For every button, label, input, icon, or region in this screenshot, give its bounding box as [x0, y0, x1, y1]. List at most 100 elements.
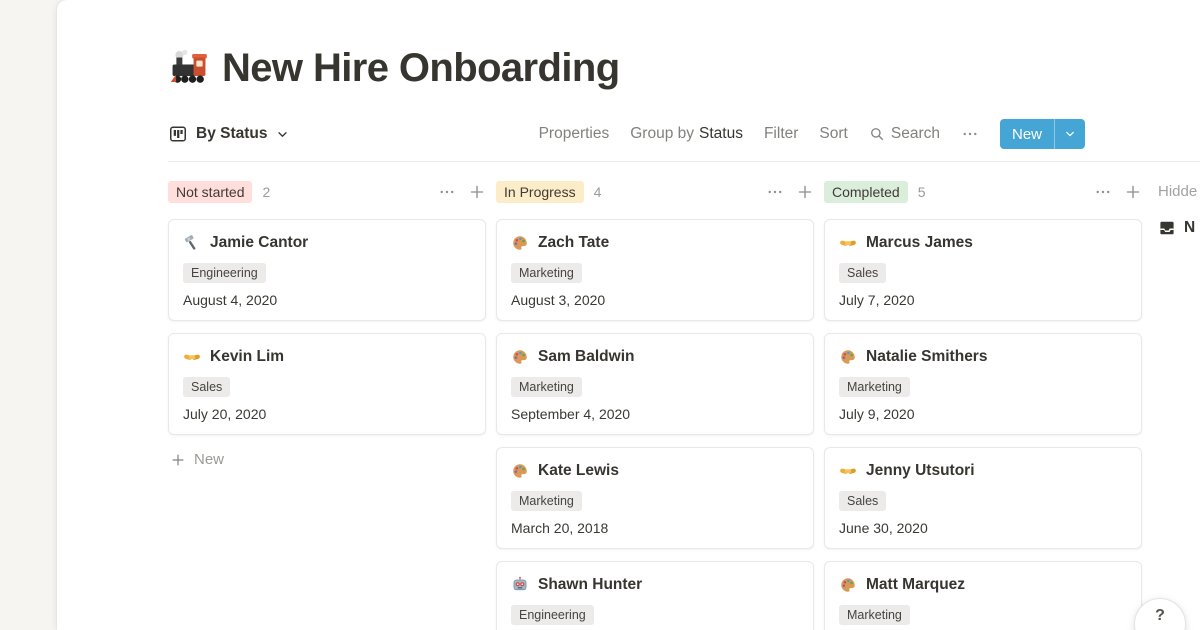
board-column: In Progress 4 Zach Tate Marketing August 3, …	[496, 179, 814, 630]
palette-icon	[839, 348, 857, 366]
column-count: 2	[262, 184, 271, 200]
view-toolbar: By Status Properties Group by Status Fil…	[168, 118, 1085, 150]
search-button[interactable]: Search	[869, 125, 940, 143]
column-add-icon[interactable]	[1124, 183, 1142, 201]
handshake-icon	[839, 462, 857, 480]
group-by-value: Status	[699, 125, 743, 142]
card-start-date: August 4, 2020	[183, 292, 278, 308]
column-new-card-button[interactable]: New	[168, 447, 486, 472]
filter-button[interactable]: Filter	[763, 125, 799, 142]
new-card-label: New	[194, 451, 225, 468]
card-name-text: Kate Lewis	[538, 462, 619, 479]
properties-button[interactable]: Properties	[538, 125, 610, 142]
search-icon	[869, 126, 885, 142]
card-title-row: Marcus James	[839, 232, 1127, 254]
card-title-row: Matt Marquez	[839, 574, 1127, 596]
palette-icon	[511, 462, 529, 480]
board: Not started 2 Jamie Cantor Engineering Augus…	[168, 179, 1200, 630]
card-department-tag: Sales	[183, 377, 231, 397]
card-title-row: Zach Tate	[511, 232, 799, 254]
new-button-dropdown[interactable]	[1055, 119, 1085, 149]
board-card[interactable]: Sam Baldwin Marketing September 4, 2020	[496, 333, 814, 435]
board-card[interactable]: Jenny Utsutori Sales June 30, 2020	[824, 447, 1142, 549]
card-name-text: Sam Baldwin	[538, 348, 635, 365]
group-by-label: Group by	[630, 125, 695, 142]
column-more-icon[interactable]	[766, 183, 784, 201]
board-columns: Not started 2 Jamie Cantor Engineering Augus…	[168, 179, 1152, 630]
handshake-icon	[183, 348, 201, 366]
board-card[interactable]: Natalie Smithers Marketing July 9, 2020	[824, 333, 1142, 435]
search-label: Search	[890, 125, 940, 142]
column-status-badge: Not started	[168, 181, 253, 203]
card-name-text: Matt Marquez	[866, 576, 966, 593]
column-add-icon[interactable]	[468, 183, 486, 201]
page-canvas: New Hire Onboarding By Status Properties…	[57, 0, 1200, 630]
board-card[interactable]: Shawn Hunter Engineering	[496, 561, 814, 630]
board-card[interactable]: Kate Lewis Marketing March 20, 2018	[496, 447, 814, 549]
new-button[interactable]: New	[1011, 125, 1042, 143]
page-title: New Hire Onboarding	[222, 46, 620, 90]
card-start-date: June 30, 2020	[839, 520, 928, 536]
card-department-tag: Marketing	[511, 263, 582, 283]
column-more-icon[interactable]	[1094, 183, 1112, 201]
chevron-down-icon	[276, 128, 289, 141]
card-name-text: Shawn Hunter	[538, 576, 643, 593]
card-start-date: July 9, 2020	[839, 406, 915, 422]
board-card[interactable]: Jamie Cantor Engineering August 4, 2020	[168, 219, 486, 321]
hidden-columns-section: Hidde N	[1158, 179, 1200, 630]
column-count: 4	[593, 184, 602, 200]
column-header: Not started 2	[168, 179, 486, 205]
column-status-badge: Completed	[824, 181, 908, 203]
new-button-divider	[1054, 119, 1055, 149]
sort-button[interactable]: Sort	[819, 125, 848, 142]
board-card[interactable]: Marcus James Sales July 7, 2020	[824, 219, 1142, 321]
card-department-tag: Marketing	[839, 377, 910, 397]
column-more-icon[interactable]	[438, 183, 456, 201]
more-options-icon[interactable]	[961, 125, 979, 143]
card-start-date: August 3, 2020	[511, 292, 606, 308]
group-by-button[interactable]: Group by Status	[630, 125, 743, 143]
board-card[interactable]: Matt Marquez Marketing	[824, 561, 1142, 630]
card-name-text: Marcus James	[866, 234, 973, 251]
hidden-group[interactable]: N	[1158, 219, 1200, 237]
page-header: New Hire Onboarding	[168, 44, 1200, 92]
card-department-tag: Sales	[839, 491, 887, 511]
board-card[interactable]: Kevin Lim Sales July 20, 2020	[168, 333, 486, 435]
card-department-tag: Engineering	[183, 263, 266, 283]
card-title-row: Kate Lewis	[511, 460, 799, 482]
hidden-group-label: N	[1184, 219, 1196, 236]
board-card[interactable]: Zach Tate Marketing August 3, 2020	[496, 219, 814, 321]
card-title-row: Kevin Lim	[183, 346, 471, 368]
card-start-date: September 4, 2020	[511, 406, 631, 422]
plus-icon	[170, 452, 186, 468]
chevron-down-icon	[1064, 128, 1076, 140]
card-name-text: Zach Tate	[538, 234, 610, 251]
card-title-row: Sam Baldwin	[511, 346, 799, 368]
card-name-text: Natalie Smithers	[866, 348, 988, 365]
card-name-text: Kevin Lim	[210, 348, 285, 365]
toolbar-actions: Properties Group by Status Filter Sort S…	[539, 119, 1085, 149]
card-start-date: March 20, 2018	[511, 520, 609, 536]
robot-icon	[511, 576, 529, 594]
card-title-row: Jamie Cantor	[183, 232, 471, 254]
palette-icon	[839, 576, 857, 594]
hammer-icon	[183, 234, 201, 252]
column-header: In Progress 4	[496, 179, 814, 205]
column-count: 5	[917, 184, 926, 200]
new-button-group: New	[999, 119, 1085, 149]
toolbar-divider	[168, 161, 1200, 162]
column-add-icon[interactable]	[796, 183, 814, 201]
view-switcher[interactable]: By Status	[168, 124, 289, 144]
card-department-tag: Marketing	[511, 491, 582, 511]
inbox-icon	[1158, 219, 1176, 237]
card-title-row: Shawn Hunter	[511, 574, 799, 596]
card-name-text: Jamie Cantor	[210, 234, 309, 251]
palette-icon	[511, 348, 529, 366]
view-name: By Status	[196, 125, 268, 142]
board-column: Completed 5 Marcus James Sales July 7, 2020 N…	[824, 179, 1142, 630]
card-name-text: Jenny Utsutori	[866, 462, 975, 479]
card-start-date: July 7, 2020	[839, 292, 915, 308]
palette-icon	[511, 234, 529, 252]
hidden-columns-label[interactable]: Hidde	[1158, 183, 1198, 200]
card-department-tag: Marketing	[511, 377, 582, 397]
